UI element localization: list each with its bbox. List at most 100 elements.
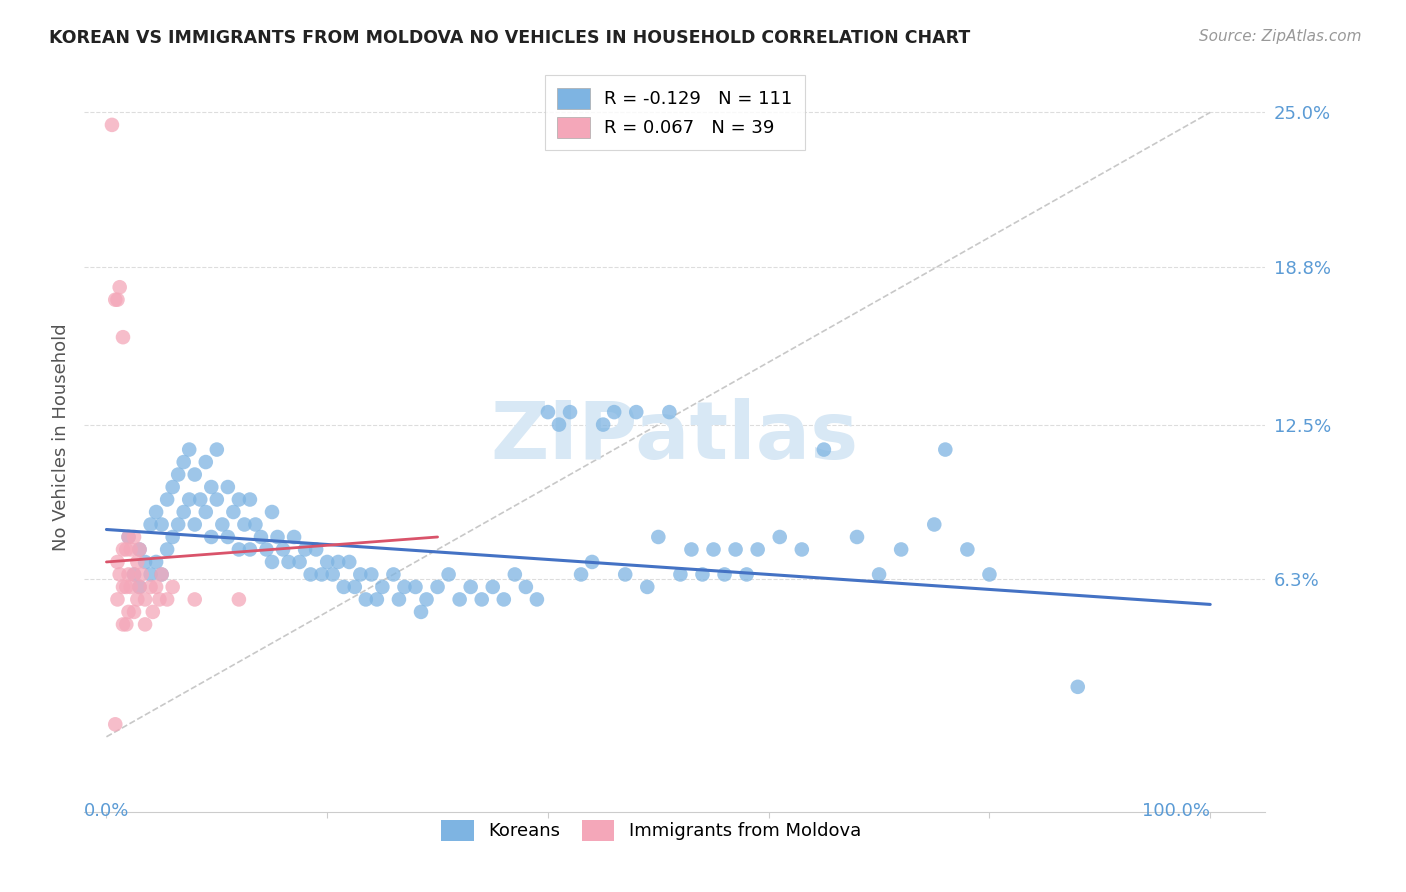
Point [415,592,437,607]
Point [145,555,167,569]
Point [250,530,273,544]
Point [107,293,129,307]
Point [122,530,145,544]
Point [747,542,769,557]
Point [239,492,262,507]
Point [360,567,382,582]
Point [471,592,494,607]
Point [449,592,471,607]
Point [460,580,482,594]
Point [735,567,758,582]
Point [148,592,170,607]
Point [156,492,179,507]
Point [1067,680,1090,694]
Point [111,330,134,344]
Point [311,567,333,582]
Point [217,530,239,544]
Point [636,580,658,594]
Point [437,567,460,582]
Point [569,567,592,582]
Point [108,567,131,582]
Point [526,592,548,607]
Point [205,492,228,507]
Point [115,542,138,557]
Point [228,542,250,557]
Point [179,492,201,507]
Text: KOREAN VS IMMIGRANTS FROM MOLDOVA NO VEHICLES IN HOUSEHOLD CORRELATION CHART: KOREAN VS IMMIGRANTS FROM MOLDOVA NO VEH… [49,29,970,47]
Text: ZIPatlas: ZIPatlas [491,398,859,476]
Point [200,480,222,494]
Point [145,505,167,519]
Point [337,555,360,569]
Point [702,542,724,557]
Point [868,567,890,582]
Point [179,442,201,457]
Point [184,517,207,532]
Point [503,567,526,582]
Point [122,567,145,582]
Point [150,517,173,532]
Point [111,617,134,632]
Point [592,417,614,432]
Point [299,567,322,582]
Point [167,467,190,482]
Point [122,605,145,619]
Point [156,592,179,607]
Point [256,542,278,557]
Point [128,580,150,594]
Point [354,592,377,607]
Point [111,542,134,557]
Point [283,530,305,544]
Point [890,542,912,557]
Point [846,530,869,544]
Point [101,118,124,132]
Point [626,405,648,419]
Point [205,442,228,457]
Point [956,542,979,557]
Point [145,580,167,594]
Point [658,405,681,419]
Point [481,580,503,594]
Point [271,542,294,557]
Point [127,592,149,607]
Point [294,542,316,557]
Point [217,480,239,494]
Legend: Koreans, Immigrants from Moldova: Koreans, Immigrants from Moldova [430,809,872,851]
Point [328,555,350,569]
Point [692,567,714,582]
Point [260,505,283,519]
Point [131,567,153,582]
Point [371,580,394,594]
Point [222,505,245,519]
Point [228,592,250,607]
Point [316,555,339,569]
Point [128,542,150,557]
Point [134,617,156,632]
Point [117,605,139,619]
Y-axis label: No Vehicles in Household: No Vehicles in Household [52,323,70,551]
Point [194,455,217,469]
Point [245,517,267,532]
Point [614,567,637,582]
Point [349,567,371,582]
Text: 100.0%: 100.0% [1142,802,1211,820]
Point [173,505,195,519]
Point [790,542,813,557]
Point [603,405,626,419]
Point [492,592,515,607]
Point [142,605,165,619]
Point [405,580,427,594]
Point [167,517,190,532]
Point [134,592,156,607]
Point [537,405,560,419]
Point [115,580,138,594]
Point [150,567,173,582]
Point [979,567,1001,582]
Point [647,530,669,544]
Point [343,580,366,594]
Point [127,555,149,569]
Point [117,530,139,544]
Point [548,417,571,432]
Point [194,505,217,519]
Point [558,405,581,419]
